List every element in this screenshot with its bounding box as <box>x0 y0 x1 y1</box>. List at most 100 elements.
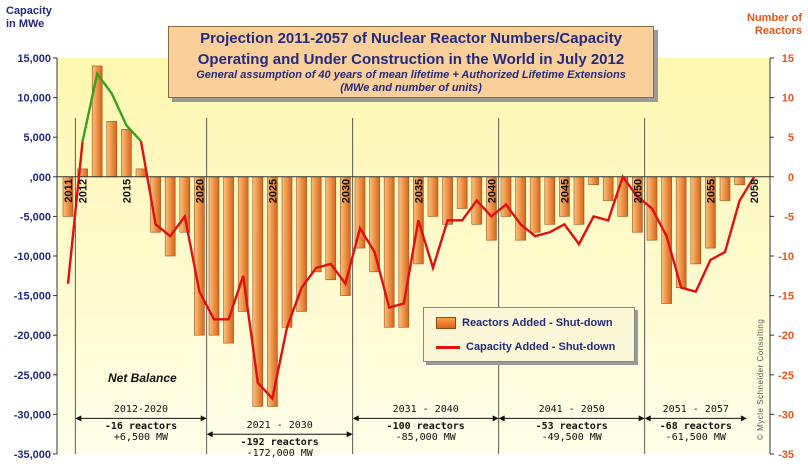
period-reactors: -100 reactors <box>386 421 465 433</box>
left-tick-label: -15,000 <box>14 291 51 303</box>
period-summary-4: 2041 - 2050 -53 reactors -49,500 MW <box>499 404 645 443</box>
right-tick-label: -35 <box>778 449 794 461</box>
left-tick-label: -10,000 <box>14 251 51 263</box>
legend-item-bars: Reactors Added - Shut-down <box>436 317 613 329</box>
period-arrow-left-head <box>644 415 651 422</box>
period-range: 2051 - 2057 <box>662 404 729 416</box>
x-tick-label-2012: 2012 <box>78 179 90 203</box>
legend-bar-swatch <box>436 317 456 329</box>
right-tick-label: 0 <box>788 172 794 184</box>
right-tick-label: 10 <box>782 93 794 105</box>
period-range: 2031 - 2040 <box>392 404 459 416</box>
period-range: 2021 - 2030 <box>246 420 313 432</box>
bar-2028 <box>310 176 322 273</box>
left-axis-title-line2: in MWe <box>6 18 45 30</box>
left-tick-label: ,000 <box>30 172 51 184</box>
x-tick-label-2040: 2040 <box>486 179 498 203</box>
capacity-line-early <box>81 70 142 142</box>
x-tick-label-2055: 2055 <box>705 179 717 203</box>
left-tick-label: -30,000 <box>14 409 51 421</box>
bar-2032 <box>369 176 380 273</box>
chart-title-line1: Projection 2011-2057 of Nuclear Reactor … <box>200 30 622 47</box>
chart-title-line2: Operating and Under Construction in the … <box>197 51 625 68</box>
right-axis-title: Number of Reactors <box>747 12 802 38</box>
period-arrow-left-head <box>352 415 359 422</box>
period-range: 2012-2020 <box>113 404 169 416</box>
right-tick-label: -15 <box>778 291 794 303</box>
bar-2054 <box>690 176 702 265</box>
legend-line-label: Capacity Added - Shut-down <box>466 341 616 353</box>
period-arrow-right-head <box>740 415 747 422</box>
period-arrow-left-head <box>206 431 213 438</box>
left-axis-title: Capacity in MWe <box>6 5 52 31</box>
bar-2038 <box>456 176 468 209</box>
left-tick-label: 5,000 <box>23 132 51 144</box>
bar-2013 <box>91 65 103 178</box>
right-tick-label: -10 <box>778 251 794 263</box>
bar-2042 <box>515 176 526 241</box>
period-capacity: +6,500 MW <box>113 432 169 444</box>
bar-2027 <box>296 176 307 312</box>
left-axis-title-line1: Capacity <box>6 5 52 17</box>
period-reactors: -53 reactors <box>535 421 608 433</box>
chart-subtitle-line2: (MWe and number of units) <box>340 82 482 94</box>
right-axis-title-line1: Number of <box>747 12 802 24</box>
x-tick-label-2035: 2035 <box>413 179 425 203</box>
left-tick-label: -5,000 <box>20 211 51 223</box>
legend-line-swatch <box>436 345 460 349</box>
bar-2015 <box>121 128 132 178</box>
bar-2025 <box>267 176 278 407</box>
period-arrow-left-head <box>498 415 505 422</box>
right-tick-label: -5 <box>784 211 794 223</box>
period-capacity: -61,500 MW <box>665 432 726 444</box>
x-tick-label-2011: 2011 <box>63 179 75 203</box>
x-tick-label-2025: 2025 <box>267 179 279 203</box>
right-tick-label: 5 <box>788 132 794 144</box>
bar-2047 <box>588 176 599 186</box>
bar-2056 <box>719 176 731 201</box>
period-summary-5: 2051 - 2057 -68 reactors -61,500 MW <box>645 404 747 443</box>
bar-2024 <box>252 176 264 407</box>
left-tick-label: -25,000 <box>14 370 51 382</box>
bar-2044 <box>544 176 556 225</box>
right-tick-label: 15 <box>782 53 794 65</box>
left-tick-label: 15,000 <box>17 53 51 65</box>
bar-2036 <box>427 176 439 217</box>
period-reactors: -16 reactors <box>104 421 178 433</box>
period-reactors: -68 reactors <box>659 421 732 433</box>
x-tick-label-2015: 2015 <box>121 179 133 203</box>
x-tick-label-2050: 2050 <box>632 179 644 203</box>
x-tick-label-2058: 2058 <box>749 179 761 203</box>
left-tick-label: 10,000 <box>17 93 51 105</box>
period-arrow-right-head <box>346 431 353 438</box>
legend-bars-label: Reactors Added - Shut-down <box>462 317 613 329</box>
bar-2026 <box>281 176 293 328</box>
bar-2048 <box>602 176 614 201</box>
period-summary-2: 2021 - 2030 -192 reactors -172,000 MW <box>207 420 353 459</box>
period-summary-3: 2031 - 2040 -100 reactors -85,000 MW <box>353 404 499 443</box>
legend: Reactors Added - Shut-down Capacity Adde… <box>423 307 635 362</box>
bar-2046 <box>573 176 585 225</box>
period-range: 2041 - 2050 <box>538 404 605 416</box>
x-tick-label-2030: 2030 <box>340 179 352 203</box>
chart-subtitle-line1: General assumption of 40 years of mean l… <box>196 69 626 81</box>
period-capacity: -49,500 MW <box>541 432 602 444</box>
capacity-line <box>139 140 756 402</box>
period-arrow-right-head <box>492 415 499 422</box>
x-tick-label-2045: 2045 <box>559 179 571 203</box>
period-summary-1: 2012-2020 -16 reactors +6,500 MW <box>75 404 206 443</box>
period-capacity: -172,000 MW <box>246 448 313 460</box>
net-balance-label: Net Balance <box>108 371 177 385</box>
bar-2043 <box>529 176 541 233</box>
right-axis-title-line2: Reactors <box>754 25 802 37</box>
period-arrow-left-head <box>75 415 82 422</box>
bar-2014 <box>106 121 118 178</box>
capacity-line-start <box>66 141 84 284</box>
period-arrow-right-head <box>200 415 207 422</box>
bar-2019 <box>179 176 191 233</box>
right-tick-label: -20 <box>778 330 794 342</box>
left-tick-label: -20,000 <box>14 330 51 342</box>
right-tick-label: -30 <box>778 409 794 421</box>
chart-title-box: Projection 2011-2057 of Nuclear Reactor … <box>168 26 654 98</box>
